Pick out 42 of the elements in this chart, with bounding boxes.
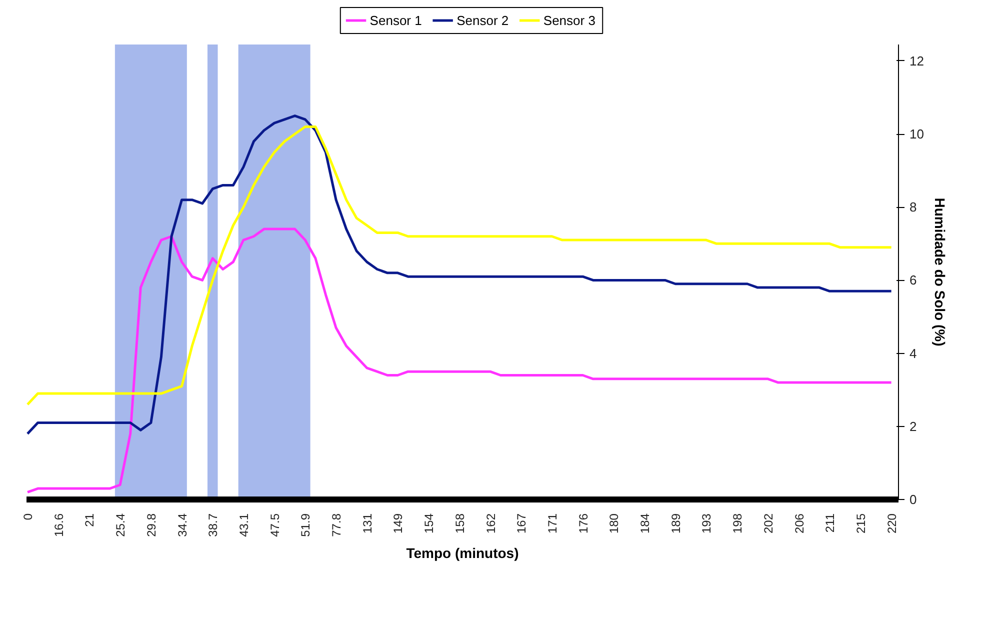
y-tick-label: 12: [910, 53, 924, 68]
x-tick-label: 131: [360, 513, 374, 534]
x-tick-label: 0: [21, 513, 36, 520]
x-tick-label: 215: [854, 513, 868, 534]
legend-label: Sensor 2: [456, 13, 509, 28]
y-tick-label: 8: [910, 200, 917, 215]
y-tick-label: 6: [910, 272, 917, 288]
x-tick-label: 211: [823, 513, 838, 533]
x-tick-label: 16.6: [52, 513, 66, 537]
x-tick-label: 158: [452, 513, 467, 534]
x-tick-label: 43.1: [236, 513, 251, 537]
legend-label: Sensor 1: [370, 13, 422, 28]
x-tick-label: 21: [82, 513, 97, 527]
x-tick-label: 25.4: [114, 513, 128, 537]
x-tick-label: 198: [730, 513, 745, 534]
x-tick-label: 47.5: [268, 513, 282, 537]
legend-label: Sensor 3: [543, 13, 596, 28]
x-tick-label: 29.8: [144, 513, 158, 537]
x-tick-label: 193: [700, 513, 714, 534]
x-tick-label: 162: [484, 513, 498, 534]
x-axis-title: Tempo (minutos): [406, 544, 519, 561]
x-tick-label: 149: [391, 513, 406, 534]
x-tick-label: 77.8: [330, 513, 344, 537]
y-axis-title: Humidade do Solo (%): [932, 198, 948, 346]
x-tick-label: 167: [514, 513, 529, 534]
line-series: [26, 228, 893, 494]
x-tick-label: 206: [792, 513, 806, 534]
x-tick-label: 180: [607, 513, 622, 534]
y-tick-label: 0: [910, 492, 917, 507]
y-tick-label: 2: [910, 418, 917, 434]
y-tick-label: 4: [910, 346, 917, 361]
x-tick-label: 220: [884, 513, 899, 534]
x-tick-label: 154: [422, 513, 436, 534]
x-tick-label: 184: [638, 513, 652, 534]
x-tick-label: 189: [668, 513, 683, 534]
x-tick-label: 176: [576, 513, 590, 534]
y-tick-label: 10: [910, 126, 924, 142]
x-tick-label: 171: [545, 513, 560, 534]
x-tick-label: 38.7: [206, 513, 220, 537]
x-tick-label: 51.9: [298, 513, 313, 537]
x-tick-label: 202: [761, 513, 776, 534]
x-tick-label: 34.4: [175, 513, 190, 537]
